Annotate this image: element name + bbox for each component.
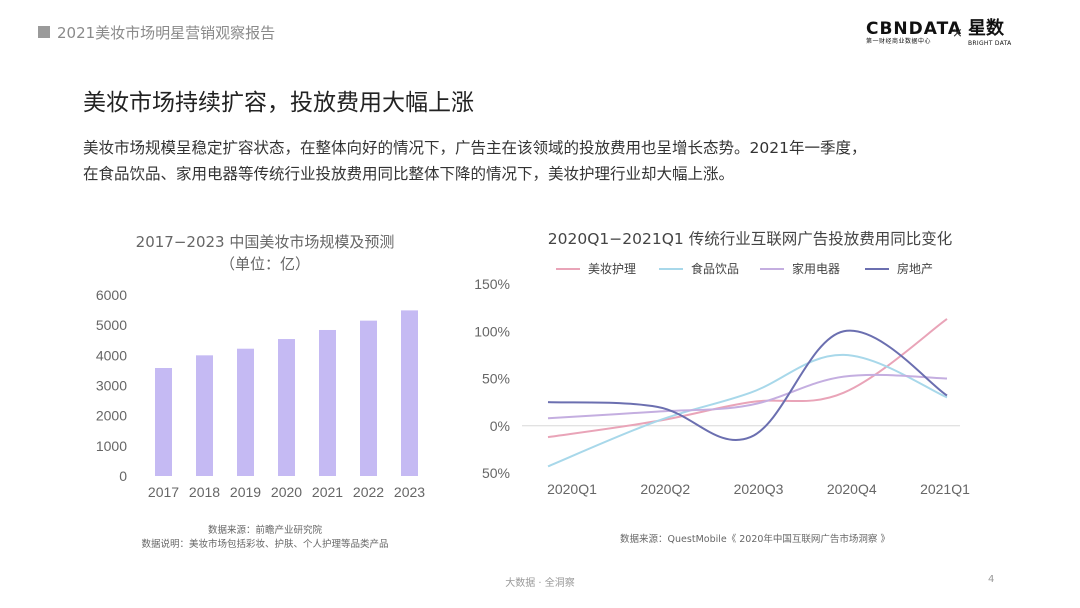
page-title: 美妆市场持续扩容，投放费用大幅上涨 <box>83 90 474 116</box>
bar-x-tick-label: 2017 <box>148 484 179 500</box>
line-x-tick-label: 2020Q2 <box>640 481 690 497</box>
bar <box>360 320 377 476</box>
line-chart-source: 数据来源：QuestMobile《 2020年中国互联网广告市场洞察 》 <box>620 534 890 545</box>
bar-y-tick-label: 0 <box>119 468 127 484</box>
line-chart-title: 2020Q1−2021Q1 传统行业互联网广告投放费用同比变化 <box>547 230 953 248</box>
line-x-tick-label: 2020Q3 <box>734 481 784 497</box>
bar-x-tick-label: 2019 <box>230 484 261 500</box>
legend-label: 食品饮品 <box>691 261 739 276</box>
bar-x-tick-label: 2022 <box>353 484 384 500</box>
bar <box>278 339 295 476</box>
bar-y-tick-label: 1000 <box>96 438 127 454</box>
line-y-tick-label: 0% <box>490 418 510 434</box>
bar-x-tick-label: 2021 <box>312 484 343 500</box>
bar <box>155 368 172 476</box>
series-line <box>547 373 948 420</box>
xingshu-logo: 星数 BRIGHT DATA <box>968 18 1012 48</box>
bar-y-tick-label: 6000 <box>96 287 127 303</box>
xingshu-logo-text: 星数 <box>968 18 1004 39</box>
line-y-tick-label: 150% <box>474 276 510 292</box>
bar-y-tick-label: 2000 <box>96 408 127 424</box>
series-line <box>547 318 948 439</box>
line-x-tick-label: 2020Q1 <box>547 481 597 497</box>
bar-y-tick-label: 3000 <box>96 378 127 394</box>
bar-x-tick-label: 2020 <box>271 484 302 500</box>
bar-chart-subtitle: （单位：亿） <box>219 255 310 273</box>
cbndata-logo: CBNDATA 第一财经商业数据中心 <box>866 19 963 50</box>
line-y-tick-label: 50% <box>482 465 510 481</box>
bar-chart-title: 2017−2023 中国美妆市场规模及预测 <box>135 233 395 251</box>
footer-slogan: 大数据 · 全洞察 <box>505 578 575 589</box>
bar <box>196 355 213 476</box>
xingshu-logo-subtext: BRIGHT DATA <box>968 40 1012 47</box>
line-y-tick-label: 50% <box>482 371 510 387</box>
bar-chart-note: 数据说明：美妆市场包括彩妆、护肤、个人护理等品类产品 <box>141 539 389 550</box>
line-x-tick-label: 2020Q4 <box>827 481 877 497</box>
bar-chart: 0 1000 2000 3000 4000 5000 6000 2017 2018 2019 202… <box>96 287 425 500</box>
bar <box>319 329 336 476</box>
bar-y-tick-label: 4000 <box>96 347 127 363</box>
intro-line-2: 在食品饮品、家用电器等传统行业投放费用同比整体下降的情况下，美妆护理行业却大幅上… <box>83 165 735 183</box>
intro-line-1: 美妆市场规模呈稳定扩容状态，在整体向好的情况下，广告主在该领域的投放费用也呈增长… <box>83 139 867 157</box>
legend-label: 房地产 <box>897 261 933 276</box>
series-line <box>547 329 948 441</box>
line-x-tick-label: 2021Q1 <box>920 481 970 497</box>
report-title: 2021美妆市场明星营销观察报告 <box>57 24 276 42</box>
legend-label: 美妆护理 <box>588 262 636 276</box>
header-marker <box>38 26 50 38</box>
line-chart: 150% 100% 50% 0% 50% 2020Q1 2020Q2 2020Q3 2020Q4… <box>474 261 970 497</box>
bar <box>237 348 254 476</box>
cbndata-logo-subtext: 第一财经商业数据中心 <box>866 38 932 45</box>
bar-x-tick-label: 2023 <box>394 484 425 500</box>
cbndata-logo-text: CBNDATA <box>866 19 963 39</box>
page-number: 4 <box>988 574 995 585</box>
logo-separator: × <box>952 26 963 41</box>
intro-paragraph: 美妆市场规模呈稳定扩容状态，在整体向好的情况下，广告主在该领域的投放费用也呈增长… <box>83 135 1013 187</box>
bar-chart-source: 数据来源：前瞻产业研究院 <box>207 525 322 536</box>
legend-label: 家用电器 <box>792 261 840 276</box>
series-line <box>547 353 948 468</box>
bar-x-tick-label: 2018 <box>189 484 220 500</box>
bar <box>401 310 418 476</box>
bar-y-tick-label: 5000 <box>96 317 127 333</box>
line-y-tick-label: 100% <box>474 323 510 339</box>
